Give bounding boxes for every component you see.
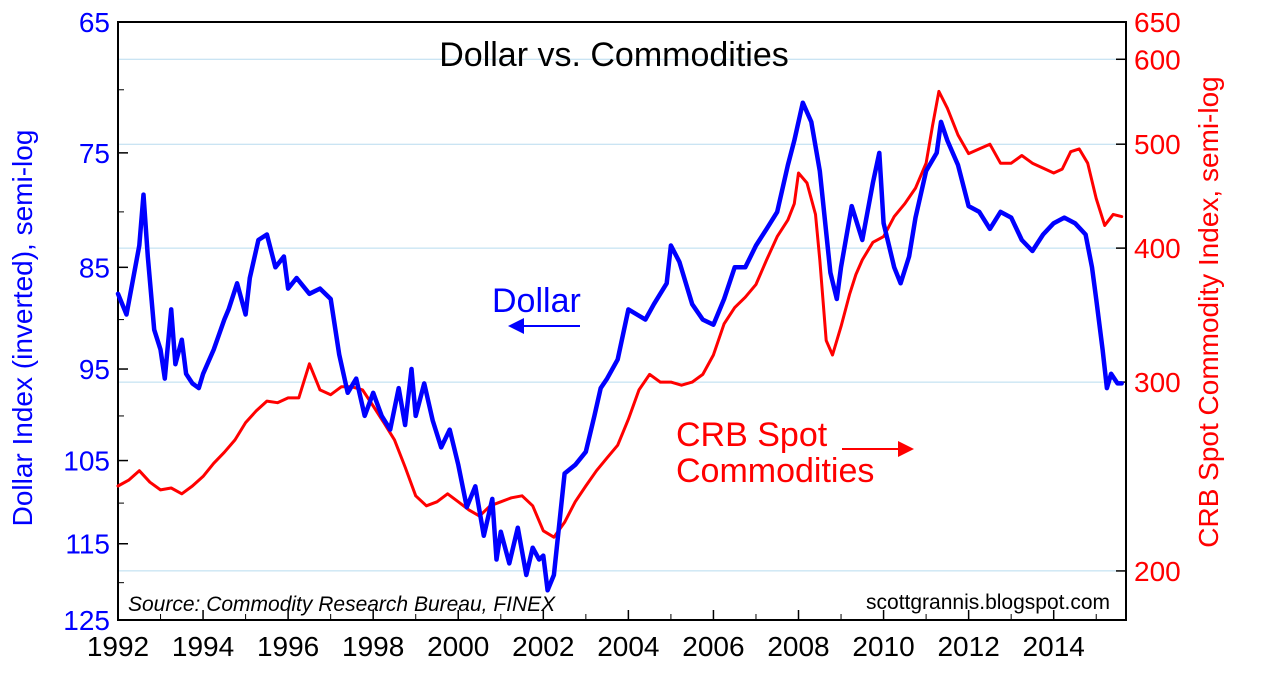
right-tick-label: 200 — [1134, 556, 1181, 587]
x-tick-label: 1996 — [257, 631, 319, 662]
right-axis-ticks: 200 300 400 500 600 650 — [1116, 7, 1181, 587]
left-tick-label: 95 — [79, 354, 110, 385]
x-tick-label: 2012 — [937, 631, 999, 662]
site-credit: scottgrannis.blogspot.com — [866, 591, 1110, 614]
dollar-arrow-icon — [508, 318, 580, 334]
x-tick-label: 2008 — [767, 631, 829, 662]
left-tick-label: 105 — [63, 446, 110, 477]
x-tick-label: 1998 — [342, 631, 404, 662]
crb-arrow-icon — [842, 441, 914, 457]
dollar-series-line — [115, 100, 1124, 593]
x-tick-label: 1992 — [87, 631, 149, 662]
crb-series-line — [116, 89, 1124, 539]
plot-frame — [117, 21, 1127, 621]
dollar-annotation-label: Dollar — [492, 282, 581, 320]
right-tick-label: 650 — [1134, 7, 1181, 38]
x-tick-label: 2004 — [597, 631, 659, 662]
right-tick-label: 300 — [1134, 367, 1181, 398]
left-tick-label: 115 — [65, 529, 110, 560]
left-axis-label: Dollar Index (inverted), semi-log — [7, 130, 38, 527]
source-note: Source: Commodity Research Bureau, FINEX — [128, 593, 556, 616]
left-axis-ticks: 65 75 85 95 105 115 125 — [63, 7, 128, 636]
x-tick-label: 2014 — [1023, 631, 1085, 662]
series-layer — [115, 89, 1124, 593]
x-tick-label: 2010 — [852, 631, 914, 662]
x-tick-label: 1994 — [172, 631, 234, 662]
left-tick-label: 75 — [79, 138, 110, 169]
grid-lines — [118, 58, 1126, 572]
left-tick-label: 65 — [79, 7, 110, 38]
left-tick-label: 85 — [79, 252, 110, 283]
x-tick-label: 2002 — [512, 631, 574, 662]
chart-title: Dollar vs. Commodities — [439, 36, 789, 74]
x-tick-label: 2006 — [682, 631, 744, 662]
left-tick-label: 125 — [63, 605, 110, 636]
right-tick-label: 400 — [1134, 233, 1181, 264]
right-tick-label: 600 — [1134, 44, 1181, 75]
crb-annotation-line2: Commodities — [676, 452, 874, 490]
x-tick-label: 2000 — [427, 631, 489, 662]
x-axis-ticks: 1992 1994 1996 1998 2000 2002 2004 2006 2008 2010… — [87, 610, 1097, 662]
right-tick-label: 500 — [1134, 129, 1181, 160]
crb-annotation-line1: CRB Spot — [676, 416, 828, 454]
right-axis-label: CRB Spot Commodity Index, semi-log — [1193, 76, 1224, 548]
